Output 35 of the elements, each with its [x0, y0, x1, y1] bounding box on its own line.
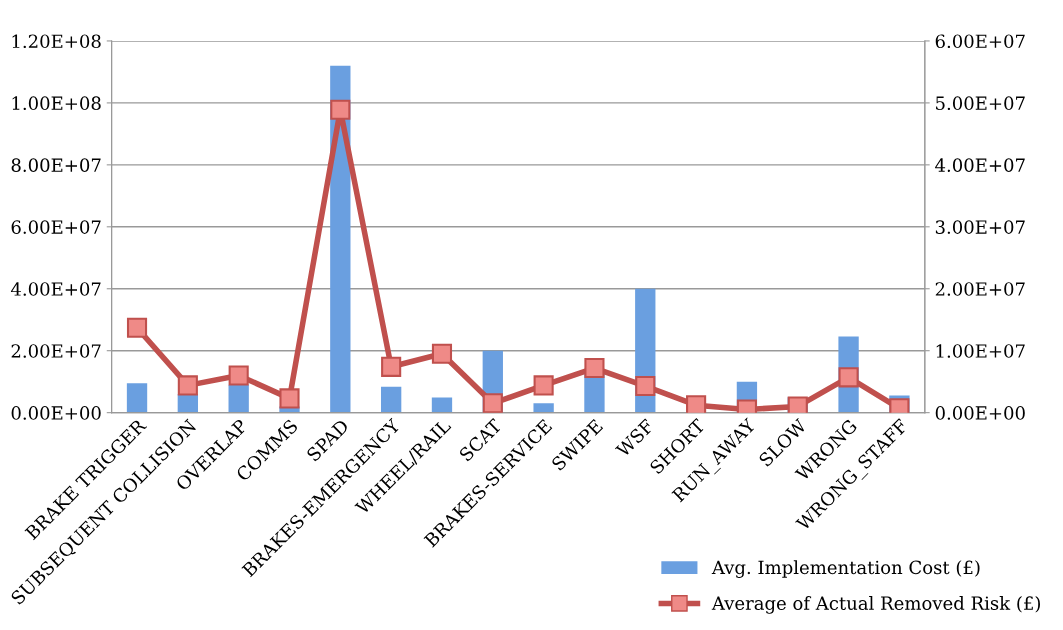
- point: [431, 343, 453, 364]
- point: [635, 375, 656, 397]
- y2-tick-label: 2.00E+07: [935, 282, 1025, 296]
- y2-tick-label: 1.00E+07: [936, 344, 1025, 358]
- legend-label: Average of Actual Removed Risk (£): [711, 596, 1040, 614]
- bar: [431, 397, 453, 413]
- point: [126, 317, 148, 338]
- point: [279, 388, 300, 409]
- y-tick-label: 2.00E+07: [11, 344, 101, 358]
- legend-label: Avg. Implementation Cost (£): [711, 560, 980, 578]
- bar: [177, 394, 199, 413]
- y-tick-label: 1.20E+08: [12, 34, 101, 49]
- y2-tick-label: 0.00E+00: [935, 406, 1025, 420]
- point: [584, 357, 605, 379]
- point: [228, 365, 249, 386]
- y-tick-label: 0.00E+00: [11, 406, 101, 420]
- y-tick-label: 8.00E+07: [11, 158, 101, 172]
- bar: [126, 383, 148, 413]
- y-tick-label: 6.00E+07: [11, 220, 101, 234]
- bar: [380, 386, 402, 413]
- y-tick-label: 4.00E+07: [10, 282, 101, 296]
- y2-tick-label: 5.00E+07: [936, 96, 1025, 111]
- point: [838, 367, 859, 388]
- y2-tick-label: 6.00E+07: [935, 34, 1025, 49]
- bar: [533, 403, 554, 413]
- y2-tick-label: 3.00E+07: [935, 220, 1025, 234]
- point: [330, 99, 351, 120]
- y-tick-label: 1.00E+08: [12, 96, 101, 111]
- point: [533, 375, 554, 396]
- point: [381, 356, 402, 377]
- point: [177, 375, 198, 396]
- point: [686, 395, 707, 413]
- bar: [228, 384, 249, 413]
- point: [482, 393, 503, 413]
- y2-tick-label: 4.00E+07: [935, 158, 1025, 172]
